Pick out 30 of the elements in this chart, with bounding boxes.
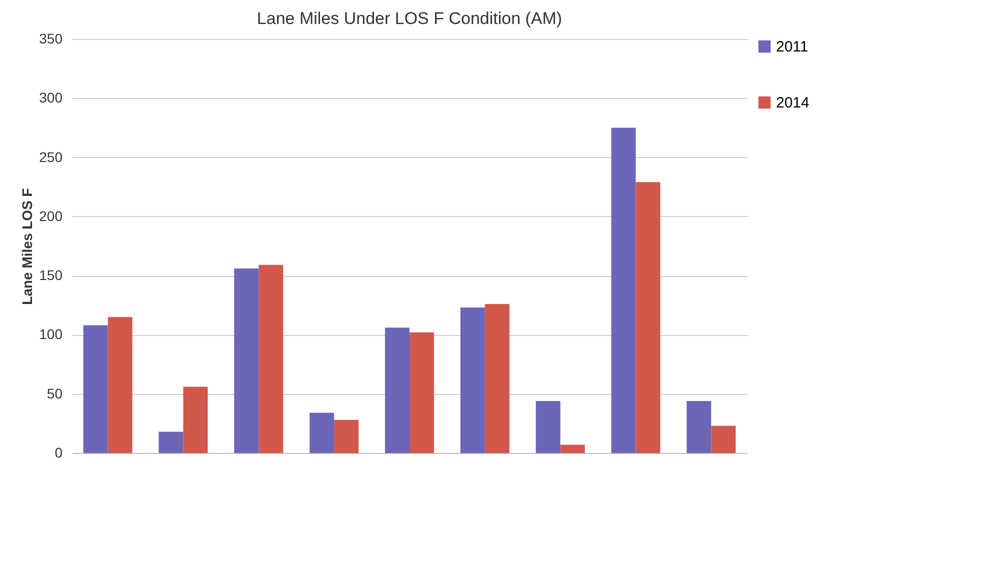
legend-label: 2014 bbox=[776, 94, 810, 112]
y-axis-title: Lane Miles LOS F bbox=[19, 188, 36, 305]
y-tick-label: 250 bbox=[39, 148, 63, 165]
y-tick-label: 150 bbox=[39, 267, 63, 284]
y-tick-label: 50 bbox=[46, 385, 63, 402]
bar bbox=[334, 420, 359, 453]
bar bbox=[83, 325, 108, 453]
bar bbox=[108, 316, 132, 453]
bar bbox=[183, 386, 208, 453]
bar bbox=[636, 182, 660, 453]
bar bbox=[711, 426, 736, 453]
bar bbox=[536, 400, 560, 453]
y-tick-label: 0 bbox=[54, 444, 63, 460]
y-tick-label: 100 bbox=[39, 326, 63, 342]
y-tick-label: 200 bbox=[39, 208, 63, 224]
bar bbox=[410, 332, 434, 453]
bar bbox=[460, 308, 485, 453]
bar bbox=[484, 304, 510, 453]
bar bbox=[258, 264, 284, 453]
y-tick-label: 300 bbox=[39, 90, 63, 106]
chart-title: Lane Miles Under LOS F Condition (AM) bbox=[256, 9, 562, 28]
bar bbox=[384, 328, 410, 453]
bar bbox=[310, 412, 334, 453]
bar bbox=[234, 268, 259, 453]
bar bbox=[158, 432, 184, 453]
bar bbox=[611, 128, 636, 453]
bar bbox=[560, 444, 585, 453]
legend-label: 2011 bbox=[776, 38, 808, 56]
y-tick-label: 350 bbox=[39, 30, 63, 46]
bar bbox=[686, 400, 712, 453]
